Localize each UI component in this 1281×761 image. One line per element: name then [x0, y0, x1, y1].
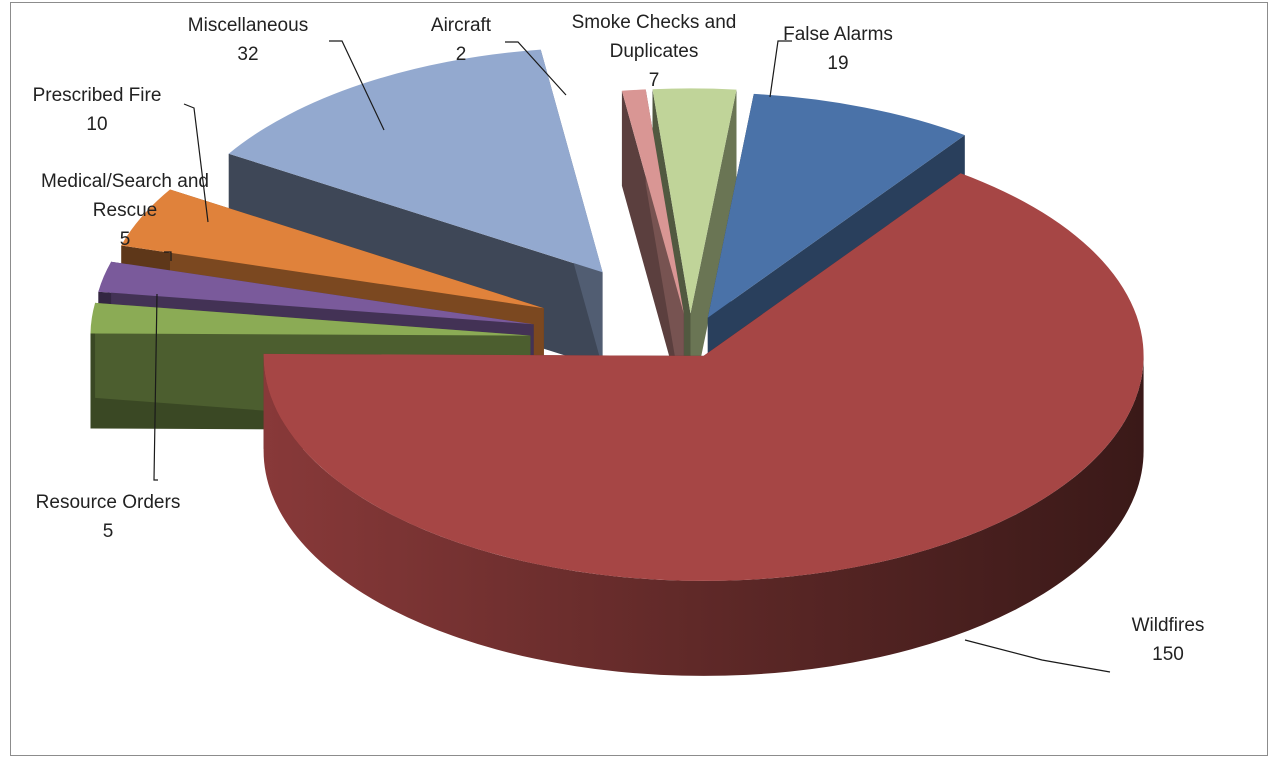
data-label-value: 19: [827, 53, 848, 74]
slice-top-aircraft: [621, 89, 684, 314]
leader-line-miscellaneous: [329, 40, 385, 131]
data-labels-layer: False Alarms 19 Wildfires 150 Resource Order…: [33, 12, 1205, 665]
data-label-smoke-checks-and-duplicates: Smoke Checks and Duplicates 7: [572, 12, 737, 91]
slices-layer: [90, 49, 1144, 676]
data-label-medical-search-and-rescue: Medical/Search and Rescue 5: [41, 171, 209, 250]
data-label-text: Smoke Checks and: [572, 12, 737, 33]
slice-side-wall: [621, 90, 684, 409]
data-label-aircraft: Aircraft 2: [431, 15, 492, 65]
data-label-value: 5: [103, 521, 114, 542]
data-label-text: Prescribed Fire: [33, 85, 162, 106]
leader-line-resource-orders: [153, 293, 158, 481]
data-label-resource-orders: Resource Orders 5: [36, 492, 181, 542]
data-label-wildfires: Wildfires 150: [1132, 615, 1205, 665]
leader-line-wildfires: [964, 639, 1111, 673]
slice-aircraft: [621, 89, 684, 409]
slice-top-wildfires: [263, 173, 1144, 581]
data-label-value: 2: [456, 44, 467, 65]
data-label-miscellaneous: Miscellaneous 32: [188, 15, 308, 65]
leader-line-false-alarms: [769, 40, 792, 98]
data-label-value: 10: [86, 114, 107, 135]
slice-side-wall: [690, 89, 737, 409]
slice-top-false-alarms: [707, 93, 965, 318]
slice-outer-wall: [263, 355, 1144, 676]
data-label-text: Medical/Search and: [41, 171, 209, 192]
data-label-value: 150: [1152, 644, 1184, 665]
data-label-text: Aircraft: [431, 15, 492, 36]
data-label-prescribed-fire: Prescribed Fire 10: [33, 85, 162, 135]
data-label-text: Wildfires: [1132, 615, 1205, 636]
slice-top-miscellaneous: [228, 49, 603, 273]
slice-top-medical-search-and-rescue: [98, 261, 534, 325]
data-label-value: 32: [237, 44, 258, 65]
data-label-text: Resource Orders: [36, 492, 181, 513]
data-label-value: 7: [649, 70, 660, 91]
data-label-text: Miscellaneous: [188, 15, 308, 36]
data-label-value: 5: [120, 229, 131, 250]
data-label-text: False Alarms: [783, 24, 893, 45]
slice-top-smoke-checks-and-duplicates: [652, 88, 737, 314]
data-label-text: Rescue: [93, 200, 157, 221]
data-label-text: Duplicates: [610, 41, 699, 62]
leader-lines-layer: [153, 40, 1111, 673]
leader-line-medical-search-and-rescue: [164, 251, 172, 261]
slice-top-resource-orders: [90, 302, 531, 336]
slice-wildfires: [263, 173, 1144, 676]
slice-top-prescribed-fire: [121, 189, 544, 309]
leader-line-prescribed-fire: [183, 103, 209, 223]
data-label-false-alarms: False Alarms 19: [783, 24, 893, 74]
leader-line-aircraft: [505, 41, 567, 96]
